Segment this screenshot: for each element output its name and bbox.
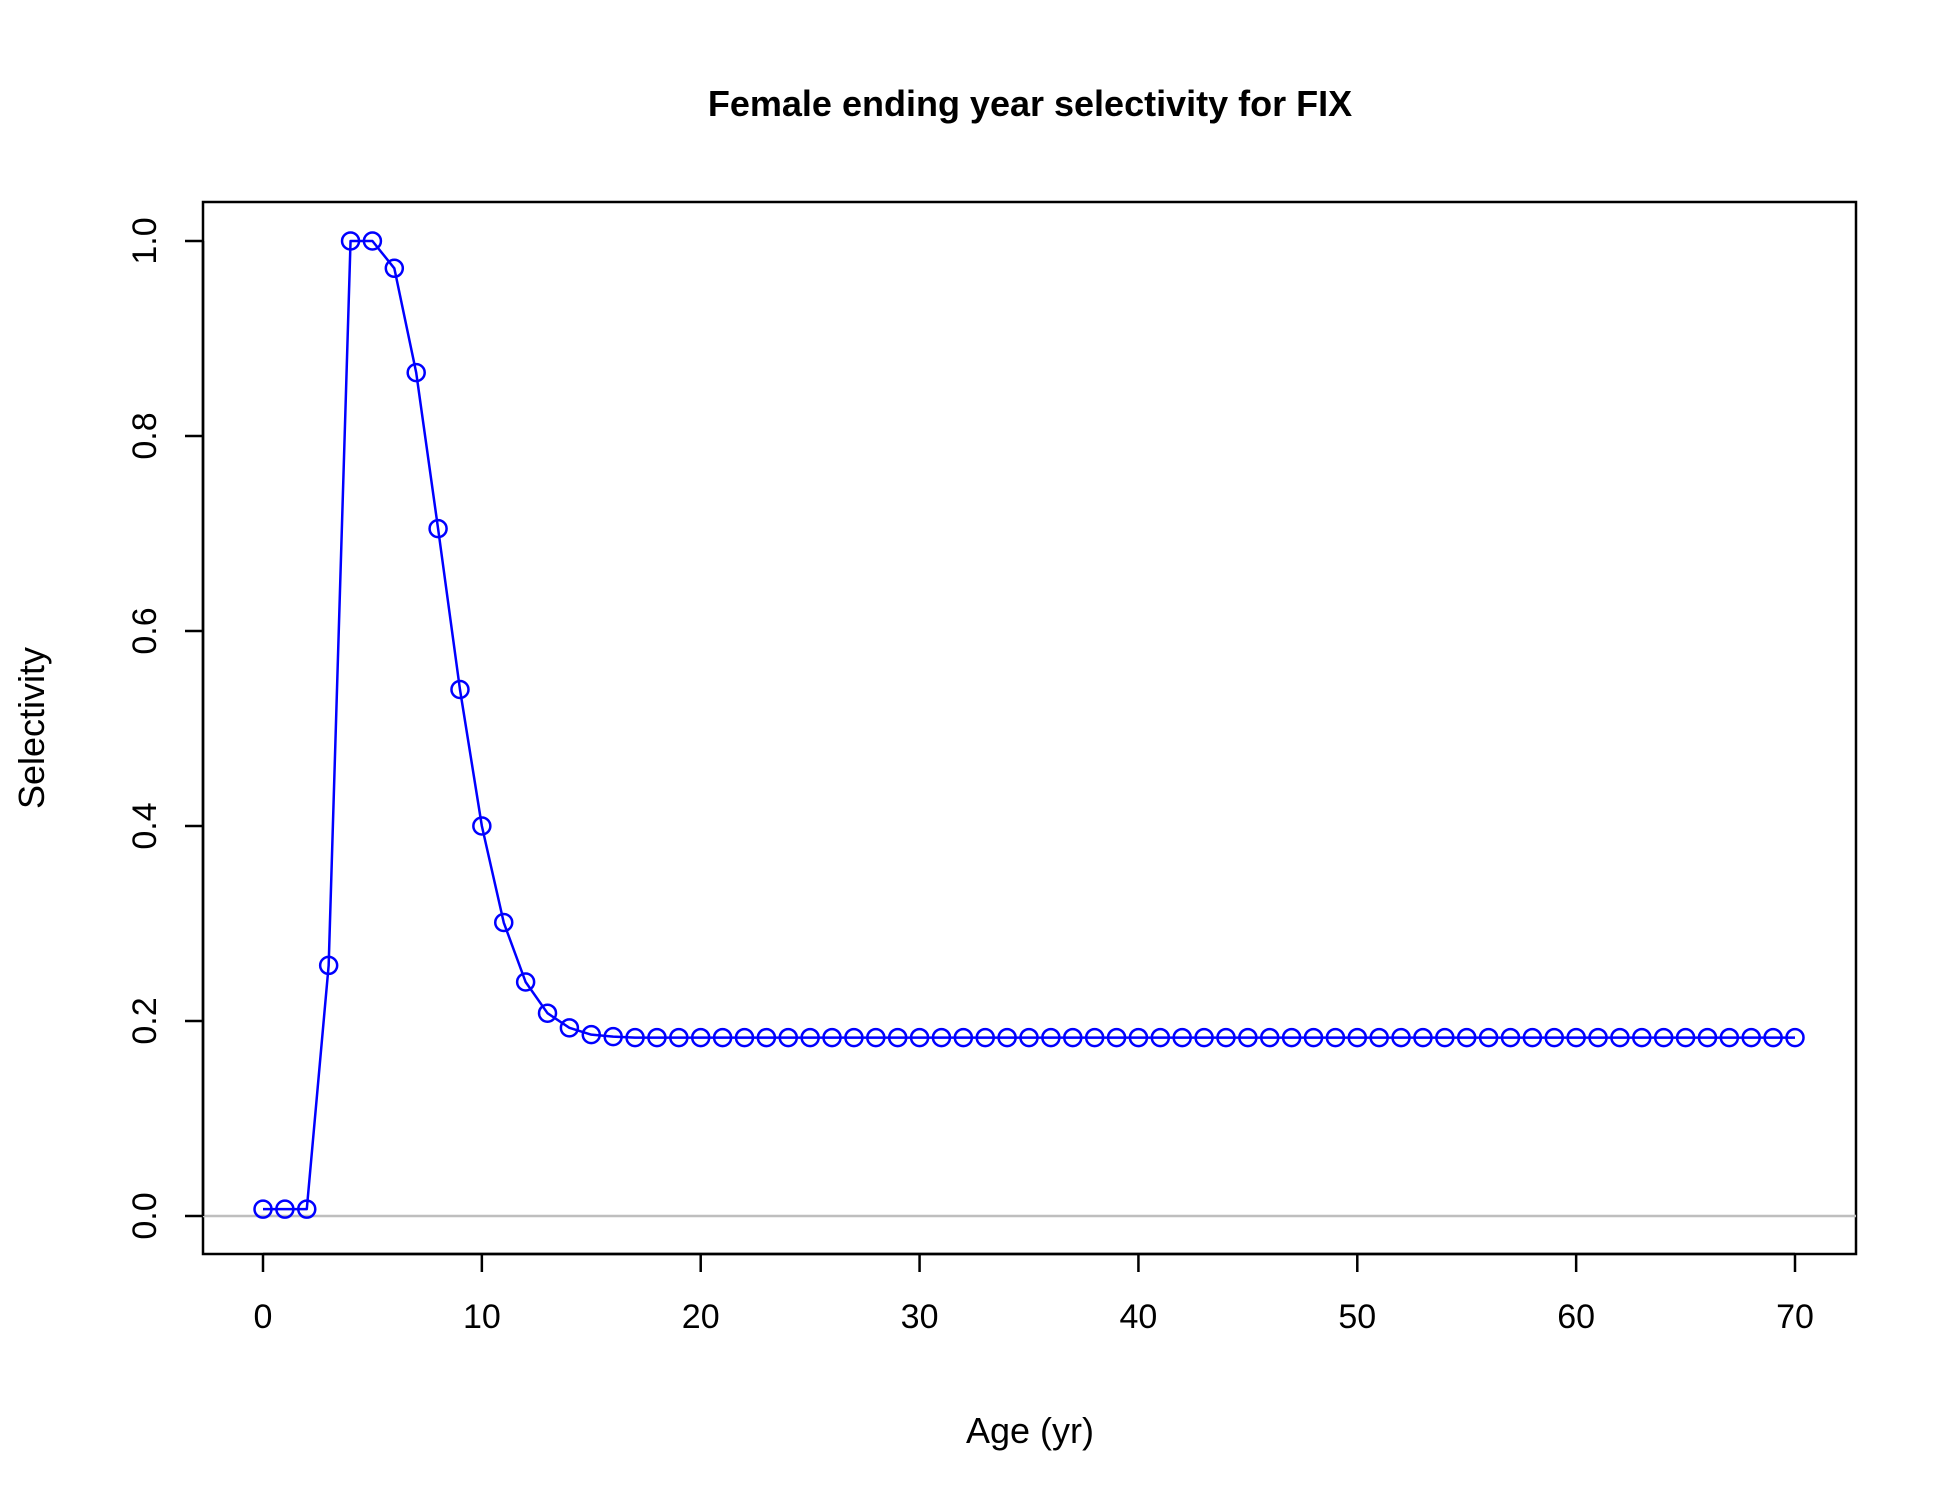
y-axis: 0.0 0.2 0.4 0.6 0.8 1.0 xyxy=(126,217,205,1240)
data-point xyxy=(690,1027,711,1048)
plot-frame xyxy=(201,200,1858,1256)
data-point xyxy=(1325,1027,1346,1048)
data-point xyxy=(1478,1027,1499,1048)
data-point xyxy=(406,362,426,383)
data-point xyxy=(1172,1027,1192,1048)
data-point xyxy=(472,816,492,836)
x-tick-label: 20 xyxy=(682,1298,720,1336)
data-point xyxy=(603,1026,623,1047)
series-layer xyxy=(253,231,1805,1219)
data-point xyxy=(1763,1027,1783,1048)
x-tick-label: 40 xyxy=(1120,1298,1158,1336)
data-point xyxy=(1150,1027,1171,1048)
data-point xyxy=(1106,1027,1127,1048)
data-point xyxy=(712,1027,733,1048)
data-point xyxy=(428,518,448,539)
x-tick-label: 0 xyxy=(254,1298,273,1336)
data-point xyxy=(1610,1027,1630,1048)
data-point xyxy=(1632,1027,1652,1048)
data-point xyxy=(1719,1027,1740,1048)
data-point xyxy=(1588,1027,1608,1048)
data-point xyxy=(1281,1027,1302,1048)
data-point xyxy=(647,1027,667,1048)
y-tick-label: 0.6 xyxy=(126,607,164,654)
y-tick-label: 0.4 xyxy=(126,802,164,849)
data-point xyxy=(975,1027,995,1048)
y-tick-label: 0.8 xyxy=(126,412,164,459)
data-point xyxy=(1259,1027,1280,1048)
y-tick-label: 0.0 xyxy=(126,1192,164,1239)
data-point xyxy=(953,1027,974,1048)
data-point xyxy=(1194,1027,1214,1048)
y-tick-label: 1.0 xyxy=(126,217,164,264)
data-point xyxy=(1435,1027,1455,1048)
x-tick-label: 10 xyxy=(463,1298,501,1336)
data-point xyxy=(1238,1027,1258,1048)
data-point xyxy=(253,1199,273,1219)
data-point xyxy=(1063,1027,1083,1048)
data-point xyxy=(1741,1027,1761,1048)
data-point xyxy=(515,972,536,992)
data-point xyxy=(756,1027,777,1048)
data-point xyxy=(537,1003,558,1023)
data-point xyxy=(275,1199,295,1219)
data-point xyxy=(1216,1027,1236,1048)
y-axis-label: Selectivity xyxy=(11,647,52,809)
x-axis: 0 10 20 30 40 50 60 70 xyxy=(254,1252,1814,1336)
data-point xyxy=(844,1027,864,1048)
data-point xyxy=(450,679,470,700)
data-point xyxy=(362,231,383,251)
x-tick-label: 70 xyxy=(1776,1298,1814,1336)
data-point xyxy=(1697,1027,1718,1048)
data-point xyxy=(559,1018,580,1038)
data-point xyxy=(866,1027,886,1048)
data-point xyxy=(931,1027,952,1048)
data-point xyxy=(318,955,339,976)
data-point xyxy=(1128,1027,1149,1048)
data-point xyxy=(625,1027,645,1048)
data-point xyxy=(778,1027,799,1048)
data-point xyxy=(1413,1027,1433,1048)
data-point xyxy=(1566,1027,1586,1048)
data-point xyxy=(1456,1027,1477,1048)
y-tick-label: 0.2 xyxy=(126,997,164,1044)
chart-title: Female ending year selectivity for FIX xyxy=(708,83,1352,124)
data-point xyxy=(581,1024,602,1045)
data-point xyxy=(1653,1027,1674,1048)
data-point xyxy=(493,912,514,933)
data-point xyxy=(1500,1027,1521,1048)
x-tick-label: 50 xyxy=(1338,1298,1376,1336)
data-point xyxy=(384,258,405,279)
data-point xyxy=(1084,1027,1105,1048)
data-point xyxy=(822,1027,842,1048)
data-point xyxy=(997,1027,1017,1048)
data-point xyxy=(1019,1027,1039,1048)
x-tick-label: 60 xyxy=(1557,1298,1595,1336)
data-point xyxy=(1303,1027,1324,1048)
data-point xyxy=(1522,1027,1543,1048)
selectivity-line xyxy=(263,239,1795,1211)
data-point xyxy=(1041,1027,1061,1048)
data-point xyxy=(1544,1027,1565,1048)
data-point xyxy=(800,1027,820,1048)
data-point xyxy=(1785,1027,1805,1048)
data-point xyxy=(1391,1027,1411,1048)
data-point xyxy=(1675,1027,1696,1048)
data-point xyxy=(1369,1027,1389,1048)
data-point xyxy=(734,1027,755,1048)
data-point xyxy=(340,231,361,251)
data-point xyxy=(1347,1027,1368,1048)
data-point xyxy=(669,1027,689,1048)
data-point xyxy=(297,1199,317,1219)
x-axis-label: Age (yr) xyxy=(966,1410,1094,1451)
x-tick-label: 30 xyxy=(901,1298,939,1336)
data-point xyxy=(887,1027,908,1048)
data-point xyxy=(909,1027,930,1048)
